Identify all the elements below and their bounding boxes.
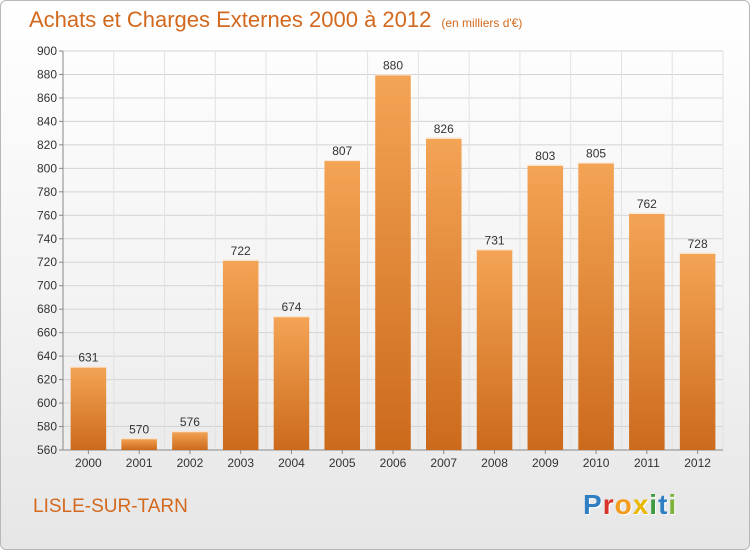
y-tick-label: 660 bbox=[37, 326, 57, 340]
bar bbox=[273, 316, 310, 450]
data-label: 807 bbox=[332, 144, 352, 158]
title-text: Achats et Charges Externes 2000 à 2012 bbox=[29, 7, 432, 32]
bar bbox=[629, 212, 665, 450]
bar bbox=[375, 74, 411, 451]
data-label: 722 bbox=[231, 244, 251, 258]
x-tick-label: 2012 bbox=[684, 456, 711, 470]
data-label: 631 bbox=[78, 351, 98, 365]
logo-letter: o bbox=[614, 489, 633, 520]
bar bbox=[578, 162, 614, 450]
data-label: 674 bbox=[281, 300, 301, 314]
data-label: 880 bbox=[383, 58, 403, 72]
data-label: 803 bbox=[535, 149, 555, 163]
x-tick-label: 2010 bbox=[583, 456, 610, 470]
logo-letter: x bbox=[632, 489, 650, 520]
y-tick-label: 760 bbox=[37, 208, 57, 222]
logo-letter: i bbox=[649, 489, 659, 520]
bar bbox=[70, 366, 107, 450]
logo-letter: r bbox=[602, 489, 615, 520]
data-label: 826 bbox=[434, 122, 454, 136]
x-tick-label: 2009 bbox=[532, 456, 559, 470]
axes: 560 580 600 620 640 660 680 700 720 740 760 780 800 8… bbox=[37, 44, 723, 470]
place-name: LISLE-SUR-TARN bbox=[33, 496, 188, 517]
bar bbox=[679, 252, 716, 450]
y-tick-label: 720 bbox=[37, 255, 57, 269]
bar bbox=[476, 249, 513, 450]
y-tick-label: 880 bbox=[37, 67, 57, 81]
bar bbox=[172, 431, 208, 450]
y-tick-label: 900 bbox=[37, 44, 57, 58]
bar bbox=[324, 160, 360, 450]
y-tick-label: 840 bbox=[37, 114, 57, 128]
logo-letter: t bbox=[658, 489, 669, 520]
y-tick-label: 640 bbox=[37, 349, 57, 363]
data-label: 576 bbox=[180, 415, 200, 429]
logo-letter: i bbox=[668, 489, 678, 520]
bar bbox=[527, 164, 564, 451]
y-tick-label: 680 bbox=[37, 302, 57, 316]
x-tick-label: 2003 bbox=[227, 456, 254, 470]
chart-title: Achats et Charges Externes 2000 à 2012 (e… bbox=[29, 7, 522, 33]
x-tick-label: 2002 bbox=[177, 456, 204, 470]
data-label: 570 bbox=[129, 422, 149, 436]
y-tick-label: 860 bbox=[37, 91, 57, 105]
y-tick-label: 580 bbox=[37, 420, 57, 434]
y-tick-label: 620 bbox=[37, 373, 57, 387]
y-tick-label: 820 bbox=[37, 138, 57, 152]
data-label: 731 bbox=[485, 233, 505, 247]
x-tick-label: 2001 bbox=[126, 456, 153, 470]
bar bbox=[121, 438, 157, 450]
x-tick-label: 2004 bbox=[278, 456, 305, 470]
data-label: 805 bbox=[586, 146, 606, 160]
y-tick-label: 780 bbox=[37, 185, 57, 199]
bars bbox=[70, 74, 716, 451]
chart-subtitle: (en milliers d'€) bbox=[441, 16, 523, 30]
y-tick-label: 800 bbox=[37, 161, 57, 175]
y-tick-label: 700 bbox=[37, 279, 57, 293]
y-tick-label: 560 bbox=[37, 443, 57, 457]
data-label: 728 bbox=[688, 237, 708, 251]
bar bbox=[222, 259, 259, 450]
x-tick-label: 2005 bbox=[329, 456, 356, 470]
x-tick-label: 2007 bbox=[430, 456, 457, 470]
logo-letter: P bbox=[583, 489, 603, 520]
y-tick-label: 600 bbox=[37, 396, 57, 410]
bar bbox=[426, 137, 462, 450]
data-labels: 631 570 576 722 674 807 880 826 731 803 805 762 728 bbox=[78, 58, 708, 436]
x-tick-label: 2000 bbox=[75, 456, 102, 470]
x-tick-label: 2011 bbox=[634, 456, 660, 470]
proxiti-logo: Proxiti bbox=[583, 489, 677, 521]
x-tick-label: 2006 bbox=[380, 456, 407, 470]
y-tick-label: 740 bbox=[37, 232, 57, 246]
data-label: 762 bbox=[637, 197, 657, 211]
x-tick-label: 2008 bbox=[481, 456, 508, 470]
